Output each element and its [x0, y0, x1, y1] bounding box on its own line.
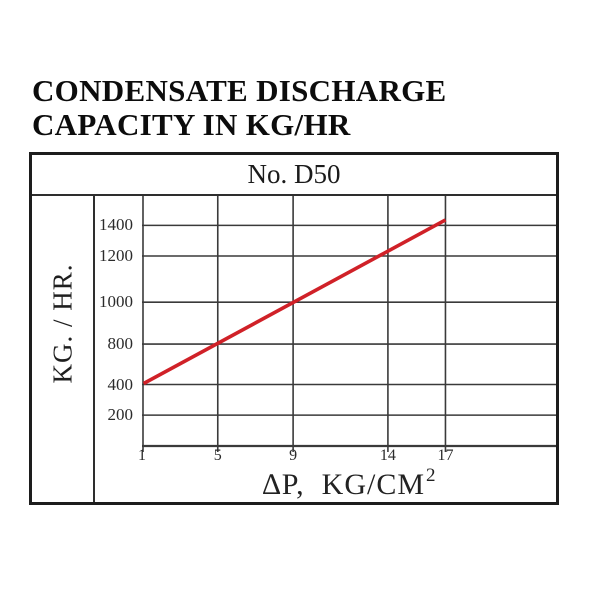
capacity-line	[142, 218, 447, 386]
model-header: No. D50	[32, 155, 556, 196]
y-tick-label: 200	[107, 405, 134, 425]
x-axis-title-text: ∆P, KG/CM	[262, 468, 426, 501]
chart-title-line-2: CAPACITY IN KG/HR	[32, 107, 351, 142]
x-axis-title: ∆P, KG/CM2	[142, 465, 556, 502]
chart-frame: No. D50 KG. / HR. 1400 1200 1000 800 400 200 …	[29, 152, 559, 505]
x-tick-labels: 1 5 9 14 17	[138, 447, 556, 464]
x-tick-label: 9	[289, 447, 298, 464]
x-tick-label: 14	[379, 447, 396, 464]
y-tick-label: 1000	[99, 292, 133, 312]
y-axis-title-column: KG. / HR.	[32, 196, 95, 502]
chart-title-line-1: CONDENSATE DISCHARGE	[32, 73, 447, 108]
y-tick-label: 400	[107, 374, 134, 394]
x-tick-label: 1	[138, 447, 146, 464]
y-tick-label: 1200	[99, 245, 133, 265]
y-axis-title: KG. / HR.	[47, 262, 78, 384]
plot-area: 1400 1200 1000 800 400 200 1 5 9 14 17 ∆P, KG/CM2	[95, 196, 556, 502]
chart-body: KG. / HR. 1400 1200 1000 800 400 200 1 5 9 14 17 …	[32, 196, 556, 502]
x-tick-label: 5	[213, 447, 222, 464]
y-tick-label: 800	[107, 334, 134, 354]
chart-title: CONDENSATE DISCHARGE CAPACITY IN KG/HR	[32, 74, 447, 142]
x-axis-title-superscript: 2	[426, 465, 437, 486]
model-label: No. D50	[247, 159, 341, 189]
y-tick-label: 1400	[99, 215, 133, 235]
grid-canvas	[142, 196, 556, 452]
x-tick-label: 17	[437, 447, 454, 464]
y-tick-labels: 1400 1200 1000 800 400 200	[95, 196, 138, 447]
